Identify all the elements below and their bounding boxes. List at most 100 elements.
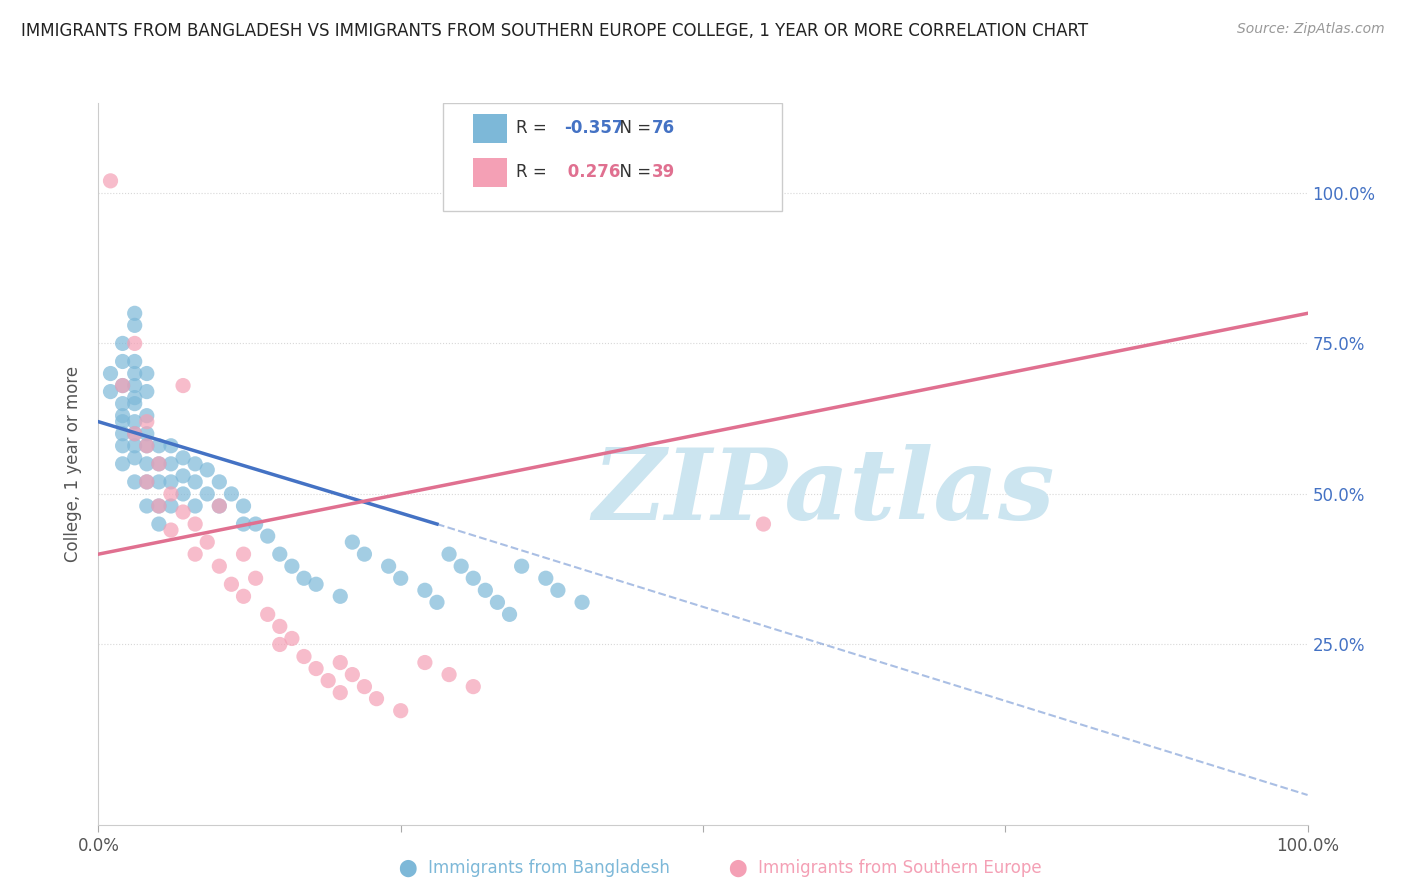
Point <box>160 499 183 513</box>
Point <box>232 590 254 604</box>
Point <box>135 457 157 471</box>
Point <box>195 487 218 501</box>
Point <box>111 409 134 423</box>
Point <box>463 571 485 585</box>
Point <box>208 499 231 513</box>
Point <box>437 667 460 681</box>
Point <box>377 559 399 574</box>
Point <box>208 499 231 513</box>
Point <box>124 391 146 405</box>
Point <box>474 583 496 598</box>
Point <box>100 384 122 399</box>
Point <box>329 656 352 670</box>
Point <box>498 607 520 622</box>
Point <box>160 523 183 537</box>
Point <box>135 475 157 489</box>
Point <box>256 529 278 543</box>
Point <box>111 378 134 392</box>
Point <box>124 306 146 320</box>
Point <box>232 547 254 561</box>
Point <box>135 475 157 489</box>
Point <box>195 463 218 477</box>
Point <box>208 475 231 489</box>
Point <box>305 577 328 591</box>
Point <box>172 450 194 465</box>
Point <box>184 547 207 561</box>
Point <box>135 439 157 453</box>
Text: 76: 76 <box>652 120 675 137</box>
Point <box>124 439 146 453</box>
Point <box>111 439 134 453</box>
Point <box>124 318 146 333</box>
Point <box>184 457 207 471</box>
Text: 39: 39 <box>652 163 675 181</box>
FancyBboxPatch shape <box>474 114 508 143</box>
Text: N =: N = <box>609 120 657 137</box>
Text: R =: R = <box>516 163 551 181</box>
FancyBboxPatch shape <box>474 158 508 186</box>
Point <box>148 517 170 532</box>
Point <box>148 499 170 513</box>
Point <box>124 354 146 368</box>
Point <box>124 450 146 465</box>
Text: 0.276: 0.276 <box>561 163 620 181</box>
Point <box>148 457 170 471</box>
Point <box>413 583 436 598</box>
Point <box>172 487 194 501</box>
Point <box>148 499 170 513</box>
Point <box>437 547 460 561</box>
Point <box>752 517 775 532</box>
Point <box>342 535 364 549</box>
Point <box>353 547 375 561</box>
Point <box>195 535 218 549</box>
Point <box>172 505 194 519</box>
Point <box>366 691 388 706</box>
Point <box>111 415 134 429</box>
Point <box>547 583 569 598</box>
Point <box>160 439 183 453</box>
Text: ⬤  Immigrants from Southern Europe: ⬤ Immigrants from Southern Europe <box>730 858 1042 877</box>
Point <box>269 547 291 561</box>
Point <box>172 378 194 392</box>
Point <box>221 577 243 591</box>
Point <box>389 704 412 718</box>
Point <box>135 415 157 429</box>
Point <box>184 499 207 513</box>
Text: R =: R = <box>516 120 551 137</box>
Point <box>124 426 146 441</box>
Point <box>292 571 315 585</box>
Point <box>292 649 315 664</box>
Point <box>232 499 254 513</box>
Point <box>571 595 593 609</box>
Point <box>124 378 146 392</box>
Point <box>426 595 449 609</box>
Point <box>135 439 157 453</box>
Point <box>534 571 557 585</box>
Point <box>329 686 352 700</box>
Point <box>389 571 412 585</box>
Text: ZIPatlas: ZIPatlas <box>593 444 1054 541</box>
Point <box>184 517 207 532</box>
Point <box>160 457 183 471</box>
Point <box>281 632 304 646</box>
Text: -0.357: -0.357 <box>564 120 623 137</box>
Point <box>160 487 183 501</box>
Point <box>124 367 146 381</box>
Point <box>100 367 122 381</box>
Point <box>245 571 267 585</box>
Point <box>305 662 328 676</box>
Point <box>316 673 339 688</box>
Point <box>124 336 146 351</box>
Point <box>221 487 243 501</box>
Point <box>281 559 304 574</box>
FancyBboxPatch shape <box>443 103 782 211</box>
Point <box>111 396 134 410</box>
Text: ⬤  Immigrants from Bangladesh: ⬤ Immigrants from Bangladesh <box>399 858 669 877</box>
Point <box>172 469 194 483</box>
Point <box>135 367 157 381</box>
Text: Source: ZipAtlas.com: Source: ZipAtlas.com <box>1237 22 1385 37</box>
Point <box>135 499 157 513</box>
Point <box>208 559 231 574</box>
Point <box>124 396 146 410</box>
Point <box>124 415 146 429</box>
